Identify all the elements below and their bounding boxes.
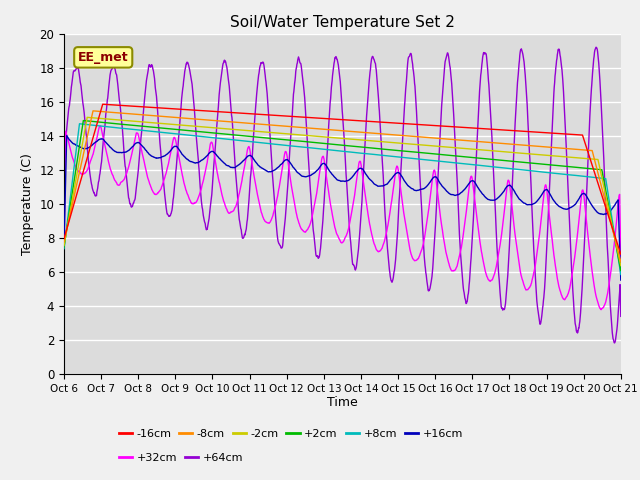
Title: Soil/Water Temperature Set 2: Soil/Water Temperature Set 2: [230, 15, 455, 30]
Legend: +32cm, +64cm: +32cm, +64cm: [114, 448, 247, 467]
Text: EE_met: EE_met: [78, 51, 129, 64]
Y-axis label: Temperature (C): Temperature (C): [20, 153, 34, 255]
X-axis label: Time: Time: [327, 396, 358, 408]
